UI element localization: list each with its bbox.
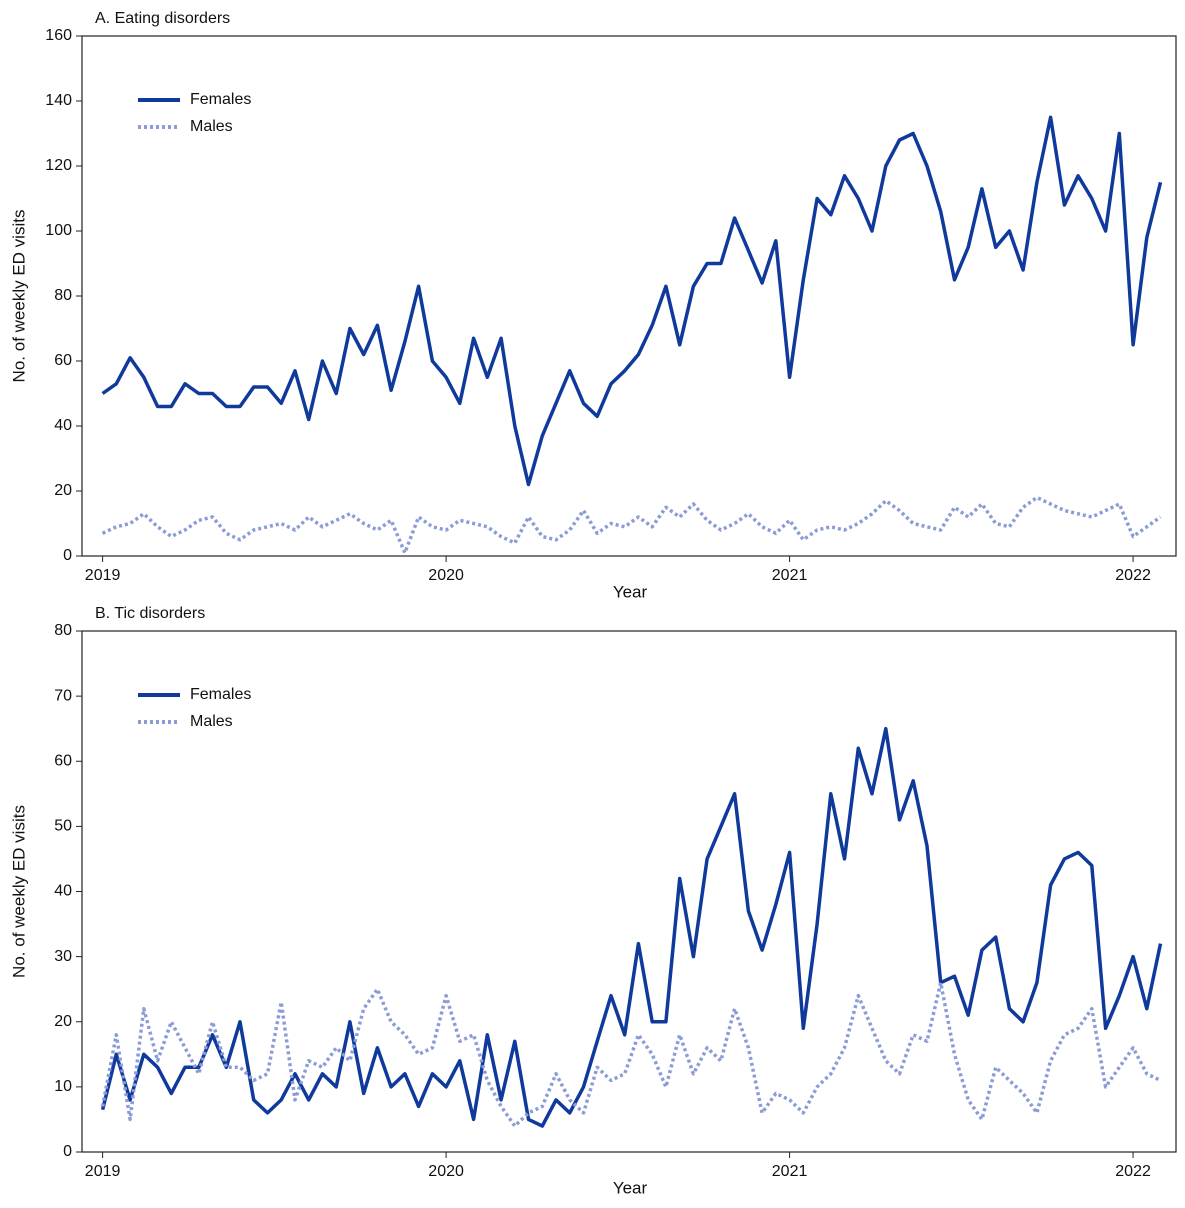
y-tick-label: 80 xyxy=(54,622,72,639)
series-line xyxy=(101,495,1162,555)
y-tick-label: 10 xyxy=(54,1078,72,1095)
x-axis-label: Year xyxy=(613,582,648,601)
series-line xyxy=(100,980,1162,1128)
x-tick-label: 2022 xyxy=(1115,567,1151,584)
x-tick-label: 2022 xyxy=(1115,1163,1151,1180)
legend-label: Females xyxy=(190,91,251,108)
plot-frame xyxy=(81,35,1177,557)
y-tick-label: 80 xyxy=(54,287,72,304)
y-tick-label: 40 xyxy=(54,883,72,900)
legend-label: Males xyxy=(190,713,233,730)
x-axis-label: Year xyxy=(613,1178,648,1197)
series-line xyxy=(100,726,1163,1128)
legend-label: Females xyxy=(190,686,251,703)
y-tick-label: 20 xyxy=(54,1013,72,1030)
panel-title: A. Eating disorders xyxy=(95,10,230,27)
y-tick-label: 30 xyxy=(54,948,72,965)
x-tick-label: 2020 xyxy=(428,567,464,584)
x-tick-label: 2021 xyxy=(772,1163,808,1180)
series-line xyxy=(101,115,1163,487)
y-tick-label: 140 xyxy=(45,92,72,109)
y-tick-label: 0 xyxy=(63,547,72,564)
y-tick-label: 160 xyxy=(45,27,72,44)
y-tick-label: 60 xyxy=(54,752,72,769)
y-tick-label: 40 xyxy=(54,417,72,434)
y-tick-label: 20 xyxy=(54,482,72,499)
y-tick-label: 50 xyxy=(54,818,72,835)
y-tick-label: 60 xyxy=(54,352,72,369)
y-tick-label: 0 xyxy=(63,1143,72,1160)
y-tick-label: 100 xyxy=(45,222,72,239)
legend-label: Males xyxy=(190,118,233,135)
y-tick-label: 70 xyxy=(54,687,72,704)
x-tick-label: 2019 xyxy=(85,567,121,584)
x-tick-label: 2019 xyxy=(85,1163,121,1180)
x-tick-label: 2021 xyxy=(772,567,808,584)
panel-title: B. Tic disorders xyxy=(95,605,205,622)
y-axis-label: No. of weekly ED visits xyxy=(9,210,28,383)
x-tick-label: 2020 xyxy=(428,1163,464,1180)
y-tick-label: 120 xyxy=(45,157,72,174)
y-axis-label: No. of weekly ED visits xyxy=(9,805,28,978)
